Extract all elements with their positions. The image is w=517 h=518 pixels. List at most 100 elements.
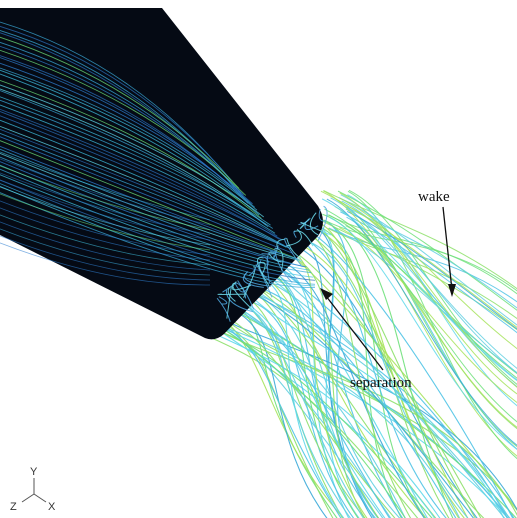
separation-streamline: [286, 228, 302, 247]
wake-streamline: [305, 237, 447, 518]
body-streamline: [0, 69, 258, 211]
x-axis-label: X: [48, 501, 56, 513]
body-streamline: [0, 207, 211, 261]
wake-streamline: [279, 264, 350, 518]
body-streamline: [0, 242, 211, 286]
wake-streamline: [221, 313, 396, 518]
wake-streamline: [320, 190, 517, 329]
separation-streamline: [286, 237, 302, 259]
wake-label: wake: [418, 189, 450, 205]
body-streamline: [0, 158, 211, 226]
body-streamline: [0, 115, 282, 241]
body-streamline: [0, 90, 269, 228]
wake-streamline: [231, 307, 391, 518]
body-streamline: [0, 235, 211, 281]
separation-arrowhead: [320, 288, 333, 300]
separation-streamline: [231, 281, 252, 291]
body-streamline: [0, 49, 247, 196]
separation-streamline: [273, 245, 279, 259]
separation-streamline: [309, 212, 319, 236]
body-streamline: [0, 96, 271, 226]
separation-streamline: [293, 230, 297, 238]
body-streamline: [0, 185, 316, 287]
separation-streamline: [261, 251, 276, 255]
separation-streamline: [257, 261, 266, 275]
body-streamline: [0, 73, 260, 216]
wake-streamline: [321, 220, 517, 331]
body-streamline: [0, 132, 291, 250]
wake-streamline: [237, 296, 386, 518]
body-streamline: [0, 32, 238, 190]
wake-streamline: [219, 326, 406, 518]
vehicle-body: [0, 8, 323, 340]
separation-streamline: [284, 237, 303, 268]
wake-streamline: [321, 198, 517, 382]
wake-streamline: [253, 284, 457, 518]
separation-streamline: [318, 208, 326, 222]
wake-streamline: [223, 319, 517, 512]
body-streamline: [0, 172, 211, 236]
body-streamline: [0, 192, 316, 288]
wake-streamline: [222, 322, 334, 518]
body-streamline: [0, 79, 262, 219]
wake-streamlines: [204, 189, 517, 518]
body-streamline: [0, 104, 276, 234]
wake-streamline: [328, 227, 517, 303]
separation-streamline: [257, 256, 270, 286]
wake-streamline: [250, 286, 510, 518]
body-streamline: [0, 221, 211, 271]
wake-streamline: [346, 216, 517, 450]
body-streamlines: [0, 21, 316, 288]
wake-streamline: [339, 197, 517, 350]
separation-streamline: [268, 253, 282, 263]
wake-streamline: [296, 242, 469, 518]
body-streamline: [0, 25, 233, 182]
z-axis-line: [21, 493, 35, 503]
wake-streamline: [264, 279, 345, 518]
body-streamline: [0, 55, 249, 204]
separation-streamlines: [216, 205, 332, 322]
body-streamline: [0, 174, 314, 278]
separation-streamline: [242, 271, 264, 288]
separation-streamline: [264, 256, 269, 269]
wake-streamline: [269, 268, 506, 518]
body-streamline: [0, 128, 289, 248]
separation-streamline: [274, 248, 293, 283]
body-streamline: [0, 136, 294, 254]
body-streamline: [0, 228, 211, 276]
wake-streamline: [247, 288, 515, 518]
separation-streamline: [243, 266, 256, 298]
wake-streamline: [335, 229, 517, 374]
wake-streamline: [327, 227, 517, 320]
wake-streamline: [230, 308, 328, 518]
z-axis-label: Z: [10, 501, 17, 513]
separation-streamline: [299, 218, 310, 230]
wake-arrow: [442, 206, 453, 291]
wake-streamline: [328, 222, 375, 518]
wake-streamline: [281, 252, 366, 518]
body-streamline: [0, 193, 211, 251]
wake-streamline: [339, 192, 517, 395]
body-streamline: [0, 164, 309, 271]
body-streamline: [0, 161, 307, 268]
x-axis-line: [33, 493, 47, 503]
wake-streamline: [339, 227, 517, 404]
wake-arrowhead: [448, 284, 456, 297]
separation-streamline: [248, 262, 259, 276]
wake-streamline: [317, 226, 476, 518]
wake-streamline: [248, 293, 505, 518]
wake-streamline: [246, 299, 355, 518]
body-streamline: [0, 67, 256, 208]
wake-streamline: [250, 292, 475, 518]
separation-streamline: [255, 264, 273, 298]
body-streamline: [0, 186, 211, 246]
wake-streamline: [217, 324, 342, 518]
body-streamline: [0, 200, 211, 256]
annotation-arrows: [320, 206, 456, 371]
body-streamline: [0, 179, 211, 241]
wake-streamline: [293, 250, 482, 518]
wake-streamline: [337, 190, 517, 311]
wake-streamline: [349, 206, 517, 388]
separation-streamline: [293, 230, 314, 247]
